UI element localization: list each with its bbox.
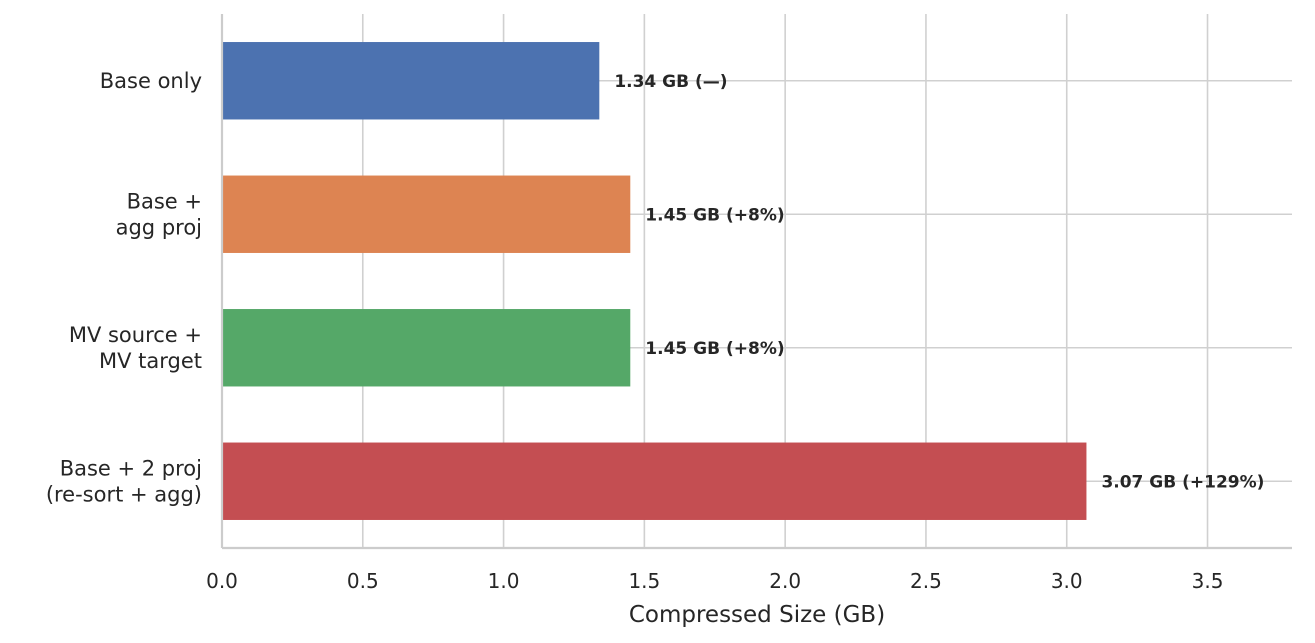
category-label: MV source + MV target	[69, 323, 202, 373]
category-label: Base + agg proj	[116, 189, 202, 239]
bars	[222, 42, 1087, 520]
x-tick-label: 1.5	[628, 569, 660, 593]
x-tick-label: 3.5	[1192, 569, 1224, 593]
bar	[222, 442, 1087, 520]
bar	[222, 175, 631, 253]
bar-value-label: 1.34 GB (—)	[614, 72, 727, 92]
x-tick-label: 0.5	[347, 569, 379, 593]
bar-value-label: 1.45 GB (+8%)	[645, 205, 784, 225]
x-tick-label: 2.5	[910, 569, 942, 593]
x-tick-label: 2.0	[769, 569, 801, 593]
category-label: Base only	[100, 69, 202, 93]
x-tick-label: 0.0	[206, 569, 238, 593]
category-label: Base + 2 proj (re-sort + agg)	[46, 456, 202, 506]
bar	[222, 309, 631, 387]
bar-value-label: 1.45 GB (+8%)	[645, 339, 784, 359]
x-axis-label: Compressed Size (GB)	[629, 602, 885, 628]
bar	[222, 42, 600, 120]
x-tick-label: 1.0	[488, 569, 520, 593]
labels: 0.0 0.5 1.0 1.5 2.0 2.5 3.0 3.5 1.34 GB (—) Base …	[46, 69, 1265, 593]
bar-value-label: 3.07 GB (+129%)	[1101, 472, 1264, 492]
axes	[220, 14, 1292, 550]
x-tick-label: 3.0	[1051, 569, 1083, 593]
